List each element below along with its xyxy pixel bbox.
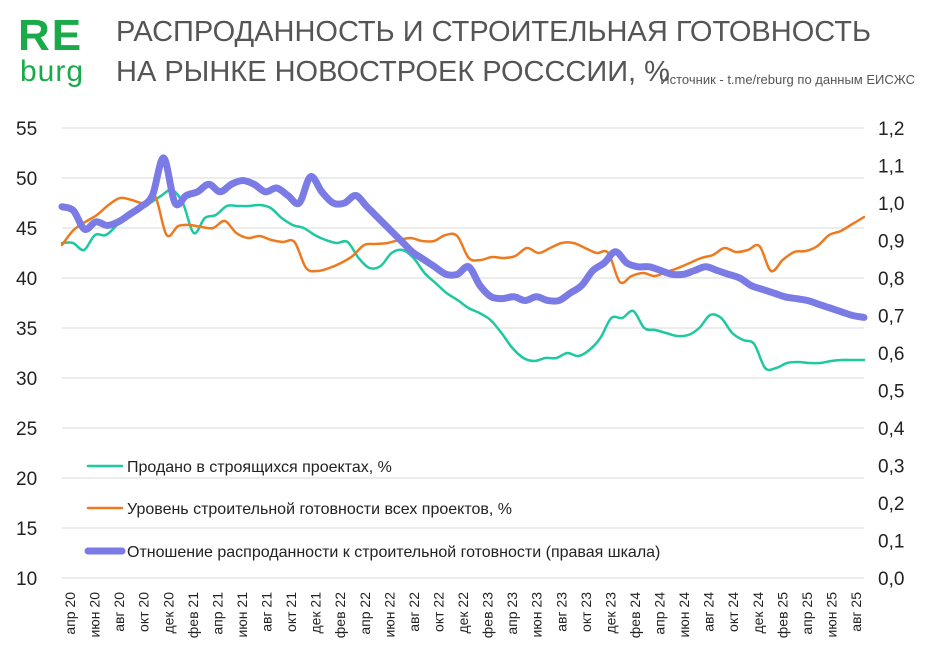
x-tick: июн 20 — [87, 592, 103, 638]
x-tick: окт 22 — [430, 592, 446, 632]
y-tick-right: 0,4 — [878, 419, 905, 440]
x-tick: авг 23 — [553, 592, 569, 632]
x-tick: апр 20 — [62, 592, 78, 635]
y-tick-right: 0,6 — [878, 344, 904, 365]
x-tick: июн 24 — [676, 592, 692, 638]
x-tick: дек 23 — [602, 592, 618, 634]
y-tick-right: 1,0 — [878, 194, 904, 215]
series-line-1 — [60, 188, 866, 372]
x-tick: фев 21 — [185, 592, 201, 638]
x-tick: апр 25 — [799, 592, 815, 635]
x-tick: дек 20 — [160, 592, 176, 634]
y-tick-right: 0,5 — [878, 382, 904, 403]
y-tick-right: 1,2 — [878, 119, 904, 140]
y-tick-left: 55 — [16, 119, 37, 140]
x-tick: авг 22 — [406, 592, 422, 632]
x-tick: апр 23 — [504, 592, 520, 635]
x-tick: июн 23 — [529, 592, 545, 638]
y-tick-left: 30 — [16, 369, 37, 390]
series-lines — [58, 154, 868, 372]
y-tick-right: 0,8 — [878, 269, 904, 290]
y-tick-left: 35 — [16, 319, 37, 340]
y-tick-right: 0,1 — [878, 532, 904, 553]
y-axis-left: 55 50 45 40 35 30 25 20 15 10 — [16, 119, 37, 590]
x-tick: авг 25 — [848, 592, 864, 632]
legend-label-2: Уровень строительной готовности всех про… — [127, 501, 512, 518]
x-tick: окт 23 — [578, 592, 594, 632]
y-tick-right: 0,7 — [878, 307, 904, 328]
x-tick: дек 24 — [750, 592, 766, 634]
chart-title: РАСПРОДАННОСТЬ И СТРОИТЕЛЬНАЯ ГОТОВНОСТЬ… — [116, 16, 872, 88]
source-note: Источник - t.me/reburg по данным ЕИСЖС — [660, 72, 915, 87]
y-tick-right: 0,0 — [878, 569, 904, 590]
reburg-logo: RE burg — [18, 11, 88, 88]
x-tick: фев 22 — [332, 592, 348, 638]
x-tick: окт 21 — [283, 592, 299, 632]
y-axis-right: 1,2 1,1 1,0 0,9 0,8 0,7 0,6 0,5 0,4 0,3 0,2 0,1 0,0 — [878, 119, 905, 590]
y-tick-left: 25 — [16, 419, 37, 440]
x-tick: авг 24 — [701, 592, 717, 632]
x-tick: апр 22 — [357, 592, 373, 635]
series-line-2 — [60, 193, 866, 285]
x-tick: окт 24 — [725, 592, 741, 632]
x-tick: окт 20 — [136, 592, 152, 632]
y-tick-right: 0,3 — [878, 457, 904, 478]
x-tick: апр 21 — [209, 592, 225, 635]
y-tick-left: 40 — [16, 269, 37, 290]
x-axis: апр 20 июн 20 авг 20 окт 20 дек 20 фев 21 апр … — [62, 592, 864, 638]
x-tick: дек 21 — [308, 592, 324, 634]
x-tick: фев 23 — [480, 592, 496, 638]
legend-label-3: Отношение распроданности к строительной … — [127, 544, 660, 561]
y-tick-left: 10 — [16, 569, 37, 590]
x-tick: фев 25 — [774, 592, 790, 638]
x-tick: фев 24 — [627, 592, 643, 638]
y-tick-right: 0,9 — [878, 232, 904, 253]
y-tick-left: 45 — [16, 219, 37, 240]
logo-re-text: RE — [18, 11, 84, 60]
logo-burg-text: burg — [20, 55, 85, 88]
y-tick-left: 20 — [16, 469, 37, 490]
x-tick: дек 22 — [455, 592, 471, 634]
y-tick-left: 15 — [16, 519, 37, 540]
x-tick: авг 21 — [259, 592, 275, 632]
x-tick: авг 20 — [111, 592, 127, 632]
y-tick-right: 0,2 — [878, 494, 904, 515]
legend-label-1: Продано в строящихся проектах, % — [127, 459, 392, 476]
y-tick-right: 1,1 — [878, 157, 904, 178]
legend: Продано в строящихся проектах, % Уровень … — [84, 459, 660, 561]
x-tick: июн 21 — [234, 592, 250, 638]
x-tick: апр 24 — [652, 592, 668, 635]
x-tick: июн 22 — [381, 592, 397, 638]
y-tick-left: 50 — [16, 169, 37, 190]
x-tick: июн 25 — [823, 592, 839, 638]
series-line-3 — [58, 154, 868, 321]
